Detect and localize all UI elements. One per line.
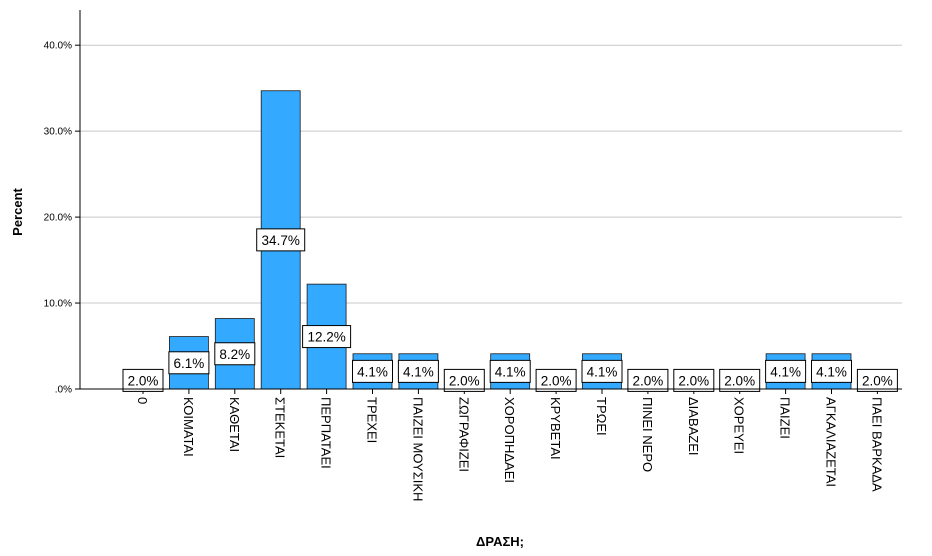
data-label-text: 8.2% bbox=[219, 347, 250, 362]
data-label-box bbox=[397, 359, 439, 383]
data-label-box bbox=[302, 325, 352, 349]
x-axis-title: ΔΡΑΣΗ; bbox=[476, 534, 524, 549]
x-tick-label: ΧΟΡΕΥΕΙ bbox=[732, 397, 747, 454]
x-tick-label: 0 bbox=[135, 397, 150, 404]
y-tick-label: 10.0% bbox=[44, 299, 72, 310]
y-tick-label: .0% bbox=[55, 385, 72, 396]
data-label-text: 34.7% bbox=[262, 233, 300, 248]
data-label-text: 4.1% bbox=[770, 364, 801, 379]
data-label-box bbox=[535, 368, 577, 392]
data-label-box bbox=[352, 359, 393, 383]
x-tick-label: ΠΕΡΠΑΤΑΕΙ bbox=[319, 397, 334, 469]
data-label-box bbox=[581, 359, 623, 383]
data-label-text: 2.0% bbox=[128, 373, 159, 388]
data-label: 2.0% bbox=[443, 368, 485, 392]
y-axis-title: Percent bbox=[10, 187, 25, 235]
gridlines bbox=[80, 44, 902, 304]
data-labels: 2.0% 6.1% 8.2% 34.7% 12.2% 4.1% 4.1% 2.0% 4.1% 2.… bbox=[122, 228, 898, 392]
data-label-text: 2.0% bbox=[633, 373, 664, 388]
data-label-text: 4.1% bbox=[495, 364, 526, 379]
data-label-text: 4.1% bbox=[587, 364, 618, 379]
data-label: 8.2% bbox=[214, 342, 256, 366]
y-axis-ticks: .0% 10.0% 20.0% 30.0% 40.0% bbox=[44, 41, 80, 396]
data-label-box bbox=[168, 351, 210, 375]
data-label-box bbox=[856, 368, 898, 392]
data-label-text: 4.1% bbox=[357, 364, 388, 379]
data-label-text: 2.0% bbox=[724, 373, 755, 388]
data-label: 2.0% bbox=[856, 368, 898, 392]
y-tick-label: 20.0% bbox=[44, 213, 72, 224]
data-label: 2.0% bbox=[627, 368, 669, 392]
x-tick-label: ΚΡΥΒΕΤΑΙ bbox=[548, 397, 563, 460]
data-label-box bbox=[256, 228, 306, 252]
data-label-box bbox=[214, 342, 256, 366]
data-label: 4.1% bbox=[811, 359, 852, 383]
data-label-text: 4.1% bbox=[403, 364, 434, 379]
data-label-box bbox=[443, 368, 485, 392]
x-tick-label: ΣΤΕΚΕΤΑΙ bbox=[273, 397, 288, 458]
y-tick-label: 30.0% bbox=[44, 127, 72, 138]
data-label: 4.1% bbox=[581, 359, 623, 383]
data-label-box bbox=[811, 359, 852, 383]
data-label-text: 2.0% bbox=[541, 373, 572, 388]
x-tick-label: ΠΑΙΖΕΙ bbox=[778, 397, 793, 439]
data-label-text: 2.0% bbox=[862, 373, 893, 388]
x-tick-label: ΠΑΙΖΕΙ ΜΟΥΣΙΚΗ bbox=[410, 397, 425, 501]
data-label-box bbox=[719, 368, 761, 392]
data-label: 4.1% bbox=[765, 359, 807, 383]
x-tick-label: ΤΡΕΧΕΙ bbox=[365, 397, 380, 443]
data-label: 6.1% bbox=[168, 351, 210, 375]
data-label-box bbox=[673, 368, 715, 392]
data-label-text: 2.0% bbox=[449, 373, 480, 388]
data-label-text: 6.1% bbox=[174, 356, 205, 371]
x-tick-label: ΤΡΩΕΙ bbox=[594, 397, 609, 436]
data-label-box bbox=[765, 359, 807, 383]
x-tick-label: ΖΩΓΡΑΦΙΖΕΙ bbox=[456, 397, 471, 472]
data-label: 34.7% bbox=[256, 228, 306, 252]
x-tick-label: ΑΓΚΑΛΙΑΖΕΤΑΙ bbox=[824, 397, 839, 487]
data-label: 4.1% bbox=[489, 359, 531, 383]
x-tick-label: ΠΙΝΕΙ ΝΕΡΟ bbox=[640, 397, 655, 472]
y-tick-label: 40.0% bbox=[44, 41, 72, 52]
data-label: 2.0% bbox=[673, 368, 715, 392]
x-tick-label: ΔΙΑΒΑΖΕΙ bbox=[686, 397, 701, 456]
data-label: 4.1% bbox=[352, 359, 393, 383]
data-label: 2.0% bbox=[122, 368, 164, 392]
data-label-text: 4.1% bbox=[816, 364, 847, 379]
data-label-box bbox=[122, 368, 164, 392]
x-tick-label: ΧΟΡΟΠΗΔΑΕΙ bbox=[502, 397, 517, 483]
data-label-box bbox=[489, 359, 531, 383]
data-label: 12.2% bbox=[302, 325, 352, 349]
x-tick-label: ΠΑΕΙ ΒΑΡΚΑΔΑ bbox=[869, 397, 884, 492]
data-label-text: 2.0% bbox=[678, 373, 709, 388]
x-tick-label: ΚΟΙΜΑΤΑΙ bbox=[181, 397, 196, 457]
x-tick-label: ΚΑΘΕΤΑΙ bbox=[227, 397, 242, 452]
data-label-text: 12.2% bbox=[307, 330, 345, 345]
data-label: 2.0% bbox=[719, 368, 761, 392]
data-label: 4.1% bbox=[397, 359, 439, 383]
data-label: 2.0% bbox=[535, 368, 577, 392]
x-axis-ticks: 0 ΚΟΙΜΑΤΑΙ ΚΑΘΕΤΑΙ ΣΤΕΚΕΤΑΙ ΠΕΡΠΑΤΑΕΙ ΤΡΕΧΕΙ Π… bbox=[135, 389, 884, 501]
data-label-box bbox=[627, 368, 669, 392]
